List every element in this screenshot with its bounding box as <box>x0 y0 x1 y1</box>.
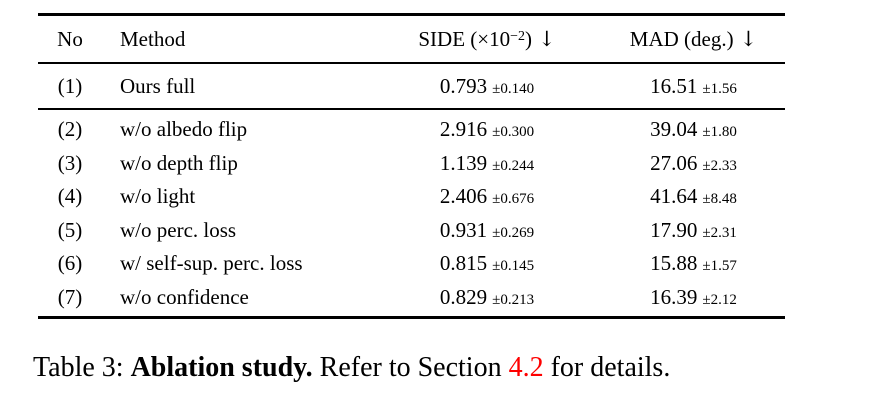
metric-std: ±2.33 <box>702 157 737 174</box>
row-mad: 15.88 ±1.57 <box>602 253 785 274</box>
metric-value: 0.815 <box>439 251 488 276</box>
row-side: 0.931 ±0.269 <box>372 217 602 242</box>
metric-std: ±1.57 <box>702 258 737 275</box>
metric-std: ±0.269 <box>492 224 535 241</box>
metric-std: ±0.676 <box>492 191 535 208</box>
caption-suffix: for details. <box>543 352 671 383</box>
row-method: w/o confidence <box>120 284 249 309</box>
metric-std: ±0.140 <box>492 80 535 97</box>
section-link[interactable]: 4.2 <box>508 352 544 383</box>
col-header-no: No <box>57 26 83 51</box>
row-mad: 16.51 ±1.56 <box>602 73 785 98</box>
row-no: (5) <box>57 217 83 242</box>
side-header-exponent: −2 <box>510 28 526 44</box>
metric-value: 16.39 <box>650 284 698 309</box>
metric-std: ±0.300 <box>492 124 535 141</box>
table-row: (4) w/o light 2.406 ±0.676 41.64 ±8.48 <box>38 180 785 214</box>
row-side: 0.815 ±0.145 <box>372 253 602 274</box>
metric-value: 0.931 <box>439 217 488 242</box>
metric-std: ±8.48 <box>702 191 737 208</box>
row-method: w/o perc. loss <box>120 217 237 242</box>
row-method: w/o light <box>120 184 196 209</box>
metric-std: ±2.12 <box>702 291 737 308</box>
row-side: 1.139 ±0.244 <box>372 150 602 175</box>
caption-bold-title: Ablation study. <box>130 352 313 383</box>
metric-value: 0.829 <box>439 284 488 309</box>
mad-header-label: MAD (deg.) <box>629 26 734 51</box>
metric-value: 2.406 <box>439 184 488 209</box>
caption-middle: Refer to Section <box>312 352 509 383</box>
col-header-mad: MAD (deg.) ↓ <box>602 26 785 51</box>
row-no: (4) <box>57 184 83 209</box>
table-row: (5) w/o perc. loss 0.931 ±0.269 17.90 ±2.3… <box>38 214 785 248</box>
metric-value: 17.90 <box>650 217 698 242</box>
metric-std: ±0.244 <box>492 157 535 174</box>
metric-std: ±1.56 <box>702 80 737 97</box>
ablation-row-group: (2) w/o albedo flip 2.916 ±0.300 39.04 ±1.… <box>38 110 785 316</box>
col-header-side: SIDE (×10−2) ↓ <box>372 26 602 51</box>
table-row: (3) w/o depth flip 1.139 ±0.244 27.06 ±2.3… <box>38 147 785 181</box>
table-row: (2) w/o albedo flip 2.916 ±0.300 39.04 ±1.… <box>38 113 785 147</box>
metric-value: 41.64 <box>650 184 698 209</box>
row-mad: 39.04 ±1.80 <box>602 119 785 140</box>
metric-value: 39.04 <box>650 117 698 142</box>
row-side: 0.793 ±0.140 <box>372 73 602 98</box>
table-caption: Table 3: Ablation study. Refer to Sectio… <box>33 352 670 384</box>
ablation-table: No Method SIDE (×10−2) ↓ MAD (deg.) ↓ (1) … <box>38 13 785 319</box>
table-row: (1) Ours full 0.793 ±0.140 16.51 ±1.56 <box>38 64 785 110</box>
side-header-prefix: SIDE (×10 <box>418 26 511 51</box>
row-method: w/ self-sup. perc. loss <box>120 251 303 276</box>
table-row: (6) w/ self-sup. perc. loss 0.815 ±0.145 … <box>38 247 785 281</box>
caption-prefix: Table 3: <box>33 352 131 383</box>
metric-value: 1.139 <box>439 150 488 175</box>
row-mad: 17.90 ±2.31 <box>602 217 785 242</box>
row-side: 2.916 ±0.300 <box>372 119 602 140</box>
metric-value: 15.88 <box>650 251 698 276</box>
down-arrow-icon: ↓ <box>538 26 556 51</box>
col-header-method: Method <box>120 26 186 51</box>
table-row: (7) w/o confidence 0.829 ±0.213 16.39 ±2.1… <box>38 281 785 315</box>
row-mad: 27.06 ±2.33 <box>602 150 785 175</box>
metric-std: ±0.145 <box>492 258 535 275</box>
row-method: w/o albedo flip <box>120 117 248 142</box>
down-arrow-icon: ↓ <box>739 26 758 51</box>
metric-value: 27.06 <box>650 150 698 175</box>
metric-std: ±1.80 <box>702 124 737 141</box>
row-side: 2.406 ±0.676 <box>372 186 602 207</box>
row-no: (6) <box>57 251 83 276</box>
row-method: w/o depth flip <box>120 150 238 175</box>
metric-value: 2.916 <box>439 117 488 142</box>
row-method: Ours full <box>120 73 196 98</box>
side-header-suffix: ) <box>525 26 533 51</box>
metric-std: ±0.213 <box>492 291 535 308</box>
row-no: (1) <box>57 73 83 98</box>
metric-value: 0.793 <box>439 73 488 98</box>
row-no: (2) <box>57 117 83 142</box>
metric-std: ±2.31 <box>702 224 737 241</box>
row-no: (3) <box>57 150 83 175</box>
table-header-row: No Method SIDE (×10−2) ↓ MAD (deg.) ↓ <box>38 16 785 64</box>
metric-value: 16.51 <box>650 73 698 98</box>
row-mad: 41.64 ±8.48 <box>602 186 785 207</box>
row-mad: 16.39 ±2.12 <box>602 284 785 309</box>
row-side: 0.829 ±0.213 <box>372 284 602 309</box>
row-no: (7) <box>57 284 83 309</box>
